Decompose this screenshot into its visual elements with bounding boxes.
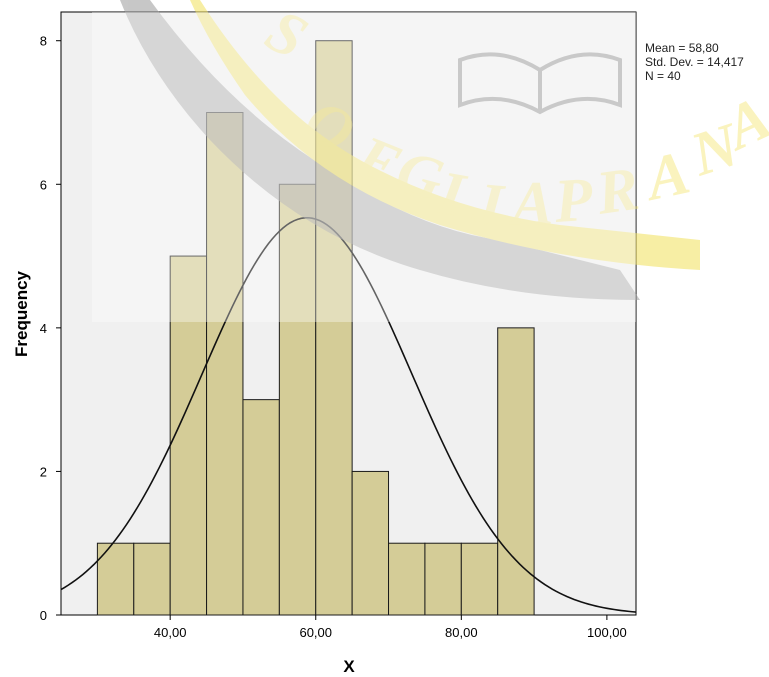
x-tick-label: 100,00 [587,625,627,640]
watermark-letter: P [551,165,596,236]
y-tick-label: 6 [40,177,47,192]
histogram-bar [497,327,535,616]
histogram-bar [388,542,426,616]
histogram-bar [424,542,462,616]
x-tick-label: 40,00 [154,625,187,640]
x-axis-title: X [343,657,355,676]
stats-std-dev: Std. Dev. = 14,417 [645,55,744,69]
y-tick-label: 2 [40,464,47,479]
histogram-bar [133,542,171,616]
stats-mean: Mean = 58,80 [645,41,719,55]
x-tick-label: 80,00 [445,625,478,640]
watermark-letter: R [591,155,642,228]
histogram-bar [460,542,499,616]
watermark-letter: A [637,139,696,215]
stats-n: N = 40 [645,69,681,83]
stats-box: Mean = 58,80 Std. Dev. = 14,417 N = 40 [645,41,744,83]
axes: 40,00 60,00 80,00 100,00 0 2 4 6 8 [40,34,627,640]
y-tick-label: 4 [40,321,47,336]
y-tick-label: 0 [40,608,47,623]
seal-book-icon [458,52,622,115]
y-tick-label: 8 [40,34,47,49]
watermark-wash [92,12,636,322]
histogram-bar [206,112,244,616]
histogram-bar [278,183,317,616]
normal-curve [60,216,637,613]
histogram-bar [351,470,390,616]
watermark-letter: A [508,170,553,238]
seal-yellow-band [190,0,700,270]
y-axis-title: Frequency [12,270,31,357]
x-tick-label: 60,00 [299,625,332,640]
histogram-bar [169,255,208,616]
seal-outer-ring [120,0,640,300]
histogram-bar [242,399,280,616]
